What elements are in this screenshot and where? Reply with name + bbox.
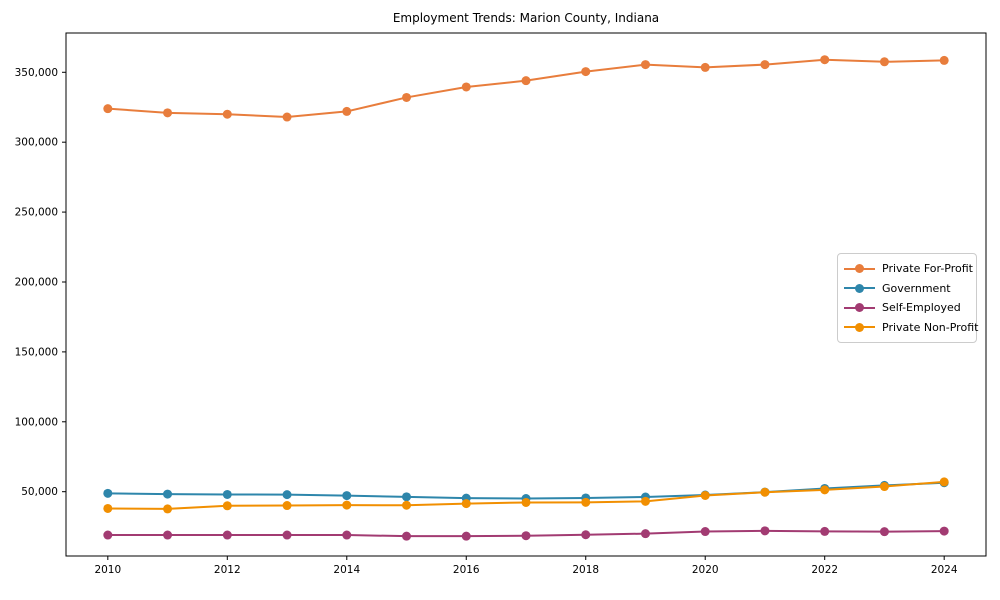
legend-item-self-employed: Self-Employed	[844, 298, 970, 317]
legend-label: Private Non-Profit	[882, 320, 979, 334]
series-marker-self-employed	[282, 530, 292, 540]
x-tick-label: 2022	[811, 564, 838, 576]
legend-label: Private For-Profit	[882, 262, 973, 275]
series-marker-government	[282, 490, 292, 500]
series-marker-self-employed	[820, 526, 830, 536]
series-marker-private-non-profit	[640, 496, 650, 506]
series-marker-private-non-profit	[939, 477, 949, 487]
y-tick-label: 50,000	[21, 486, 58, 498]
series-marker-private-for-profit	[103, 104, 113, 114]
series-line-private-for-profit	[107, 58, 945, 119]
series-marker-private-non-profit	[282, 501, 292, 511]
series-marker-private-for-profit	[820, 55, 830, 65]
legend-item-private-non-profit: Private Non-Profit	[844, 318, 978, 337]
x-tick-label: 2010	[94, 564, 121, 576]
y-tick-label: 100,000	[15, 416, 58, 428]
chart-legend: Private For-Profit Government Self-Emplo…	[837, 253, 978, 343]
series-marker-private-for-profit	[282, 112, 292, 122]
series-marker-private-for-profit	[222, 109, 232, 119]
series-marker-private-non-profit	[222, 501, 232, 511]
series-marker-private-non-profit	[700, 490, 710, 500]
series-marker-self-employed	[521, 531, 531, 541]
series-marker-private-for-profit	[760, 60, 770, 70]
series-marker-private-for-profit	[163, 108, 173, 118]
series-marker-self-employed	[342, 530, 352, 540]
chart-title: Employment Trends: Marion County, Indian…	[392, 11, 660, 25]
series-marker-private-non-profit	[402, 500, 412, 510]
x-tick-label: 2012	[214, 564, 241, 576]
series-marker-self-employed	[700, 527, 710, 537]
series-marker-government	[342, 491, 352, 501]
y-tick-label: 300,000	[15, 137, 58, 149]
line-dot-marker-icon	[844, 322, 875, 332]
series-marker-self-employed	[163, 530, 173, 540]
series-marker-private-for-profit	[521, 76, 531, 86]
series-marker-private-for-profit	[461, 82, 471, 92]
y-tick-label: 150,000	[15, 346, 58, 358]
series-marker-private-for-profit	[700, 62, 710, 72]
line-dot-marker-icon	[844, 283, 875, 293]
series-marker-private-non-profit	[879, 482, 889, 492]
series-marker-government	[103, 488, 113, 498]
series-marker-private-non-profit	[342, 500, 352, 510]
legend-item-government: Government	[844, 279, 970, 298]
series-marker-government	[222, 489, 232, 499]
series-marker-self-employed	[879, 527, 889, 537]
legend-item-private-for-profit: Private For-Profit	[844, 259, 973, 278]
x-tick-label: 2014	[333, 564, 360, 576]
series-marker-private-for-profit	[581, 67, 591, 77]
series-marker-self-employed	[581, 530, 591, 540]
axes-box	[65, 32, 987, 557]
x-tick-label: 2024	[931, 564, 958, 576]
series-marker-self-employed	[103, 530, 113, 540]
series-marker-self-employed	[461, 531, 471, 541]
series-marker-private-non-profit	[163, 504, 173, 514]
series-marker-private-non-profit	[820, 485, 830, 495]
y-tick-label: 350,000	[15, 67, 58, 79]
series-marker-government	[163, 489, 173, 499]
legend-label: Self-Employed	[882, 301, 961, 315]
series-marker-self-employed	[640, 529, 650, 539]
series-marker-private-for-profit	[342, 106, 352, 116]
series-marker-private-for-profit	[879, 57, 889, 67]
series-marker-private-non-profit	[760, 487, 770, 497]
series-marker-private-for-profit	[939, 55, 949, 65]
x-tick-label: 2018	[572, 564, 599, 576]
series-marker-private-non-profit	[581, 497, 591, 507]
series-marker-private-for-profit	[640, 60, 650, 70]
legend-label: Government	[882, 281, 951, 295]
y-tick-label: 250,000	[15, 207, 58, 219]
series-marker-self-employed	[222, 530, 232, 540]
series-marker-self-employed	[760, 526, 770, 536]
series-marker-self-employed	[939, 526, 949, 536]
line-dot-marker-icon	[844, 303, 875, 313]
line-dot-marker-icon	[844, 264, 875, 273]
series-marker-private-non-profit	[103, 503, 113, 513]
series-marker-private-for-profit	[402, 92, 412, 102]
series-marker-private-non-profit	[461, 499, 471, 509]
series-marker-government	[402, 492, 412, 502]
y-tick-label: 200,000	[15, 276, 58, 288]
x-tick-label: 2016	[453, 564, 480, 576]
series-marker-self-employed	[402, 531, 412, 541]
x-tick-label: 2020	[692, 564, 719, 576]
series-marker-private-non-profit	[521, 497, 531, 507]
